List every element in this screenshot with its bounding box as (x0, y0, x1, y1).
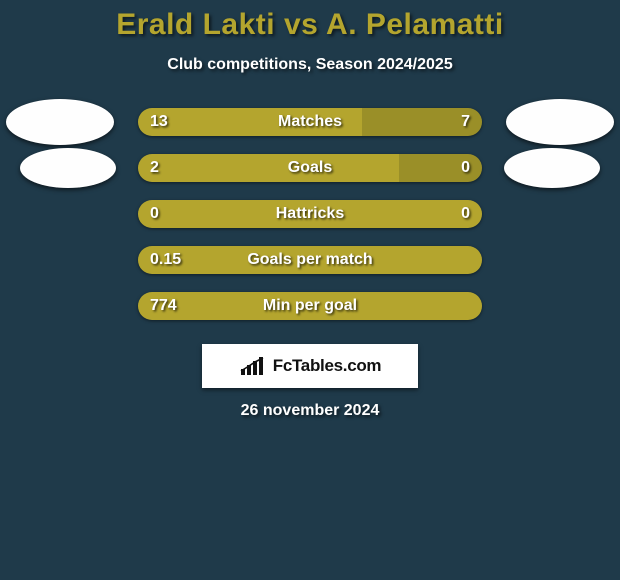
stat-row: Goals per match0.15 (0, 246, 620, 274)
subtitle: Club competitions, Season 2024/2025 (0, 56, 620, 74)
stat-row: Goals20 (0, 154, 620, 182)
bar-track (138, 154, 482, 182)
bar-track (138, 246, 482, 274)
stat-bar: Min per goal774 (138, 292, 482, 320)
player2-avatar-small (504, 148, 600, 188)
bar-left-segment (138, 200, 482, 228)
date-text: 26 november 2024 (0, 402, 620, 420)
comparison-infographic: Erald Lakti vs A. Pelamatti Club competi… (0, 0, 620, 580)
stat-bar: Matches137 (138, 108, 482, 136)
bar-left-segment (138, 154, 399, 182)
stat-row: Min per goal774 (0, 292, 620, 320)
bar-track (138, 200, 482, 228)
player1-avatar (6, 99, 114, 145)
logo-box: FcTables.com (202, 344, 418, 388)
bar-track (138, 292, 482, 320)
bar-chart-icon (239, 355, 267, 377)
stat-bar: Goals20 (138, 154, 482, 182)
stats-rows: Matches137 Goals20 Hattricks00 Goals per ma… (0, 108, 620, 320)
stat-row: Matches137 (0, 108, 620, 136)
bar-right-segment (399, 154, 482, 182)
bar-left-segment (138, 246, 482, 274)
stat-row: Hattricks00 (0, 200, 620, 228)
page-title: Erald Lakti vs A. Pelamatti (0, 0, 620, 42)
player1-avatar-small (20, 148, 116, 188)
bar-left-segment (138, 108, 362, 136)
stat-bar: Hattricks00 (138, 200, 482, 228)
bar-right-segment (362, 108, 482, 136)
player2-avatar (506, 99, 614, 145)
bar-left-segment (138, 292, 482, 320)
bar-track (138, 108, 482, 136)
stat-bar: Goals per match0.15 (138, 246, 482, 274)
logo-text: FcTables.com (273, 356, 382, 376)
